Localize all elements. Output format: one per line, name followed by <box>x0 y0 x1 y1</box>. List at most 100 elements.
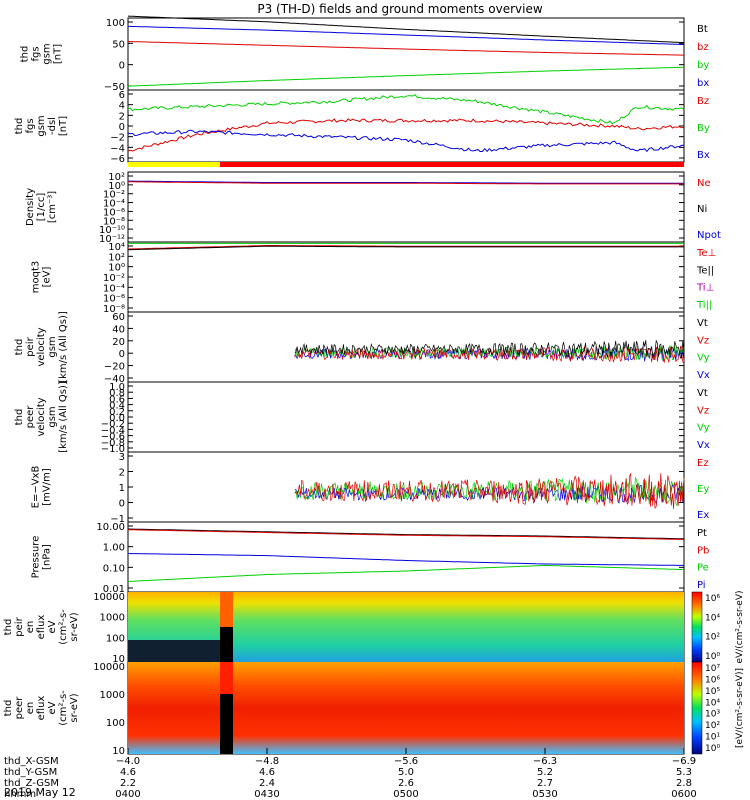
legend-fgs_dsl-By: By <box>697 123 710 134</box>
y-tick-label-electron_velocity: 0.0 <box>109 413 125 424</box>
orbit-bar-red <box>220 162 684 167</box>
y-label-line-electron_spectrogram: eflux <box>36 696 47 721</box>
orbit-bar <box>128 162 684 167</box>
y-tick-label-fgs: −50 <box>104 82 125 93</box>
y-label-line-electron_velocity: thd <box>14 409 25 426</box>
y-tick-label-pressure: 1.00 <box>103 543 125 554</box>
legend-ion_velocity-Vy: Vy <box>697 353 710 364</box>
colorbar-tick-electron_spectrogram: 10⁵ <box>705 687 720 697</box>
y-tick-label-temperature: 10² <box>108 252 125 263</box>
y-tick-label-electron_velocity: 0.2 <box>109 407 125 418</box>
y-tick-label-ion_spectrogram: 10000 <box>93 592 125 603</box>
y-tick-label-fgs_dsl: 2 <box>119 111 125 122</box>
y-tick-label-fgs_dsl: −4 <box>110 143 125 154</box>
colorbar-label-ion_spectrogram: eV/(cm²-s-sr-eV) <box>735 590 745 663</box>
y-label-line-temperature: moqt3 <box>31 261 42 294</box>
series-line-density-Ne <box>128 181 684 185</box>
y-label-line-ion_spectrogram: eflux <box>36 615 47 640</box>
panel-frame-pressure <box>127 521 685 593</box>
y-tick-label-pressure: 10.00 <box>96 522 125 533</box>
legend-temperature-Ti||: Ti|| <box>696 300 712 311</box>
y-tick-label-temperature: 10⁻² <box>103 273 125 284</box>
y-tick-label-fgs_dsl: 4 <box>119 101 125 112</box>
y-tick-label-temperature: 10⁰ <box>108 263 125 274</box>
y-label-line-density: [cm⁻³] <box>47 191 58 223</box>
x-tick-label: 2.4 <box>259 778 275 789</box>
date-label: 2019 May 12 <box>4 786 76 799</box>
x-tick-label: 4.6 <box>259 767 275 778</box>
panel-efield: 3 2 1 0 −1 E=−VxB [mV/m] Ez Ey Ex <box>31 451 709 525</box>
legend-temperature-Te⊥: Te⊥ <box>696 248 716 259</box>
y-tick-label-efield: 3 <box>119 452 125 463</box>
series-line-efield-Ex <box>294 484 685 505</box>
y-tick-label-temperature: 10⁻⁶ <box>103 294 125 305</box>
electron-data-gap-top <box>220 662 233 694</box>
legend-fgs_dsl-Bx: Bx <box>697 150 710 161</box>
y-label-line-fgs_dsl: thd <box>14 118 25 135</box>
y-label-line-electron_spectrogram: eV <box>47 701 58 714</box>
y-tick-label-efield: 2 <box>119 468 125 479</box>
legend-pressure-Pt: Pt <box>697 528 707 539</box>
y-label-line-pressure: Pressure <box>31 536 42 579</box>
x-tick-label: 5.2 <box>537 767 553 778</box>
legend-pressure-Pe: Pe <box>697 563 709 574</box>
y-label-line-electron_velocity: velocity <box>36 397 47 436</box>
y-label-line-fgs: thd <box>20 46 31 63</box>
y-label-line-electron_velocity: gsm <box>47 406 58 427</box>
y-tick-label-pressure: 0.01 <box>103 584 125 595</box>
y-tick-label-density: 10² <box>108 172 125 183</box>
panel-frame-ion_velocity <box>127 311 685 383</box>
y-label-line-ion_spectrogram: eV <box>47 620 58 633</box>
y-label-ion_spectrogram: thd peir en eflux eV (cm²-s-sr-eV) <box>3 609 80 645</box>
y-tick-label-ion_velocity: 60 <box>112 312 125 323</box>
y-tick-label-density: 10⁻⁶ <box>103 207 125 218</box>
series-line-pressure-Pi <box>127 553 684 566</box>
legend-fgs-by: by <box>697 60 709 71</box>
colorbar-tick-ion_spectrogram: 10⁰ <box>705 652 720 662</box>
y-tick-label-electron_velocity: −0.2 <box>101 419 125 430</box>
y-tick-label-density: 10⁻⁸ <box>103 216 125 227</box>
series-line-fgs_dsl-Bz <box>127 118 685 152</box>
x-tick-label: 0600 <box>671 789 696 800</box>
y-label-ion_velocity: thd peir velocity gsm [km/s (All Qs)] <box>14 311 69 383</box>
x-tick-label: 0500 <box>393 789 418 800</box>
colorbars <box>691 591 703 755</box>
x-tick-label: 2.8 <box>676 778 692 789</box>
y-label-line-electron_spectrogram: sr-eV) <box>69 693 80 722</box>
y-tick-label-electron_velocity: −0.4 <box>101 425 125 436</box>
y-tick-label-fgs_dsl: 6 <box>119 90 125 101</box>
y-tick-label-temperature: 10⁻⁸ <box>103 304 125 315</box>
y-tick-label-fgs_dsl: −2 <box>110 133 125 144</box>
x-row-label: thd_X-GSM <box>4 756 59 767</box>
y-label-temperature: moqt3 [eV] <box>31 261 53 294</box>
y-tick-label-electron_spectrogram: 100 <box>106 718 125 729</box>
y-label-line-electron_spectrogram: thd <box>3 700 14 717</box>
legend-electron_velocity-Vy: Vy <box>697 423 710 434</box>
y-tick-label-electron_spectrogram: 1000 <box>100 690 125 701</box>
legend-density-Ni: Ni <box>697 204 707 215</box>
series-line-pressure-Pb <box>127 529 685 540</box>
y-label-line-ion_spectrogram: thd <box>3 619 14 636</box>
series-line-density-Npot <box>128 180 684 184</box>
series-line-fgs-by <box>127 66 684 87</box>
legend-ion_velocity-Vt: Vt <box>697 318 708 329</box>
x-tick-label: −6.3 <box>533 756 557 767</box>
legend-pressure-Pb: Pb <box>697 545 709 556</box>
y-tick-label-fgs: 100 <box>106 18 125 29</box>
y-tick-label-temperature: 10⁻⁴ <box>103 283 125 294</box>
x-row-label: hhmm <box>4 789 36 800</box>
series-line-ion_velocity-Vt <box>294 339 685 359</box>
series-line-fgs_dsl-Bx <box>127 129 685 153</box>
colorbar-tick-electron_spectrogram: 10⁰ <box>705 744 720 754</box>
y-tick-label-ion_spectrogram: 100 <box>106 633 125 644</box>
colorbar-tick-electron_spectrogram: 10² <box>705 721 720 731</box>
x-tick-label: 0400 <box>115 789 140 800</box>
y-tick-label-electron_spectrogram: 10 <box>112 746 125 757</box>
colorbar-tick-ion_spectrogram: 10⁶ <box>705 594 720 604</box>
y-label-line-ion_spectrogram: (cm²-s- <box>58 609 69 645</box>
y-label-line-ion_velocity: [km/s (All Qs)] <box>58 311 69 383</box>
y-tick-label-density: 10⁰ <box>108 181 125 192</box>
legend-fgs-bz: bz <box>697 42 709 53</box>
x-tick-label: 2.6 <box>398 778 414 789</box>
